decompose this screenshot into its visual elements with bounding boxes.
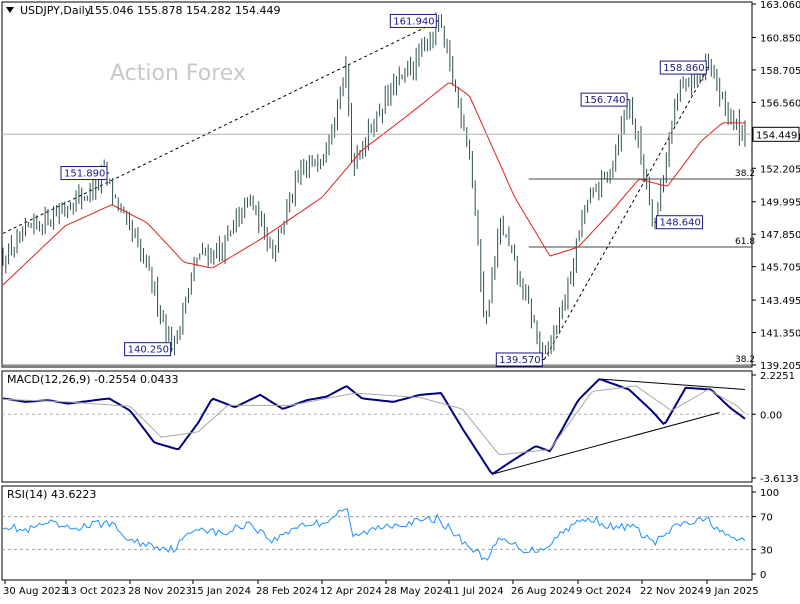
- annotation-box: [60, 166, 108, 181]
- macd-title: MACD(12,26,9) -0.2554 0.0433: [7, 373, 178, 386]
- annotation-label: 158.860: [663, 63, 704, 74]
- annotation-box: [495, 352, 543, 367]
- macd-line: [2, 378, 746, 476]
- macd-panel: [1, 370, 753, 483]
- x-tick-label: 15 Jan 2024: [191, 586, 251, 597]
- price-ytick-label: 152.205: [760, 164, 800, 175]
- rsi-ytick-label: 70: [760, 513, 773, 524]
- price-panel: [1, 1, 753, 368]
- ohlc-values: 155.046 155.878 154.282 154.449: [88, 4, 280, 17]
- annotation-label: 161.940: [393, 16, 434, 27]
- annotation-box: [656, 215, 704, 230]
- fib-level-label: 61.8: [735, 237, 755, 247]
- price-ytick-label: 139.205: [760, 361, 800, 372]
- macd-ytick-label: -3.6133: [760, 474, 799, 485]
- price-ytick-label: 149.995: [760, 198, 800, 209]
- rsi-ytick-label: 100: [760, 488, 779, 499]
- price-ytick-label: 145.705: [760, 263, 800, 274]
- x-tick-label: 26 Aug 2024: [511, 586, 575, 597]
- annotation-box: [580, 92, 628, 107]
- price-ytick-label: 158.705: [760, 66, 800, 77]
- x-tick-label: 13 Oct 2023: [64, 586, 126, 597]
- rsi-ytick-label: 30: [760, 545, 773, 556]
- x-tick-label: 9 Oct 2024: [576, 586, 631, 597]
- watermark: Action Forex: [110, 61, 246, 86]
- annotation-label: 140.250: [128, 345, 169, 356]
- x-tick-label: 12 Apr 2024: [320, 586, 382, 597]
- annotation-label: 151.890: [64, 169, 105, 180]
- moving-average-line: [2, 82, 745, 286]
- rsi-line: [2, 507, 746, 561]
- macd-trendline: [491, 412, 720, 475]
- current-price-label: 154.449: [756, 130, 797, 141]
- x-tick-label: 28 Nov 2023: [128, 586, 192, 597]
- macd-signal-line: [2, 385, 746, 456]
- x-tick-label: 28 May 2024: [384, 586, 449, 597]
- annotation-label: 156.740: [584, 95, 625, 106]
- price-ytick-label: 147.850: [760, 230, 800, 241]
- chart-title: USDJPY,Daily: [20, 4, 92, 17]
- price-ytick-label: 163.060: [760, 0, 800, 11]
- x-tick-label: 11 Jul 2024: [447, 586, 504, 597]
- x-tick-label: 28 Feb 2024: [256, 586, 318, 597]
- rsi-ytick-label: 0: [760, 570, 766, 581]
- price-ytick-label: 141.350: [760, 329, 800, 340]
- annotation-box: [659, 60, 707, 75]
- price-ytick-label: 160.850: [760, 33, 800, 44]
- annotation-label: 139.570: [499, 355, 540, 366]
- x-tick-label: 22 Nov 2024: [640, 586, 704, 597]
- fib-level-label: 38.2: [735, 355, 755, 365]
- price-trendline: [543, 67, 709, 360]
- macd-ytick-label: 2.2251: [760, 371, 795, 382]
- macd-ytick-label: 0.00: [760, 410, 782, 421]
- price-ytick-label: 143.495: [760, 296, 800, 307]
- x-tick-label: 9 Jan 2025: [705, 586, 759, 597]
- dropdown-arrow-icon[interactable]: [6, 7, 14, 13]
- annotation-label: 148.640: [660, 218, 701, 229]
- price-trendline: [2, 20, 439, 234]
- annotation-box: [389, 13, 437, 28]
- current-price-box: [752, 126, 800, 142]
- fib-level-label: 38.2: [735, 169, 755, 179]
- rsi-title: RSI(14) 43.6223: [7, 488, 96, 501]
- rsi-panel: [1, 485, 753, 581]
- annotation-box: [124, 342, 172, 357]
- macd-trendline: [599, 378, 746, 391]
- x-tick-label: 30 Aug 2023: [3, 586, 67, 597]
- price-ytick-label: 156.560: [760, 98, 800, 109]
